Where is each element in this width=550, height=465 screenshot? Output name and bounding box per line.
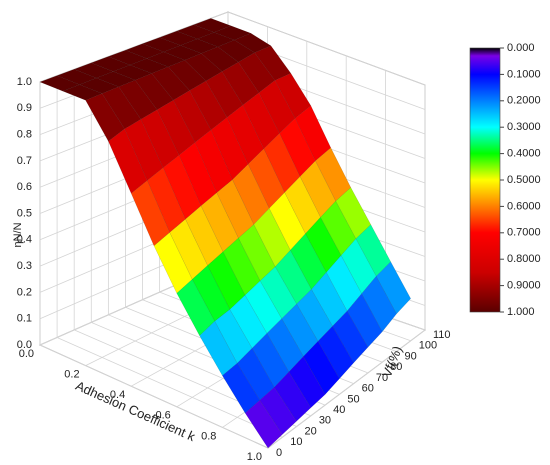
colorbar-label: 0.6000 [507, 200, 541, 212]
y-tick-label: 50 [347, 393, 359, 405]
z-tick-label: 0.2 [17, 286, 32, 298]
colorbar-label: 0.2000 [507, 95, 541, 107]
x-tick-label: 0.4 [110, 389, 125, 401]
x-tick-label: 0.6 [156, 410, 171, 422]
y-tick-label: 10 [290, 436, 302, 448]
y-tick-label: 80 [390, 361, 402, 373]
z-axis-label: ηN/N [12, 222, 24, 247]
y-tick-label: 30 [319, 415, 331, 427]
y-tick-label: 40 [333, 404, 345, 416]
surface-patch [288, 356, 326, 409]
grid-line [56, 337, 283, 438]
surface-patch [332, 310, 369, 364]
colorbar-label: 0.8000 [507, 253, 541, 265]
surface-patch [244, 399, 283, 449]
colorbar-label: 0.9000 [507, 280, 541, 292]
y-tick-label: 70 [376, 372, 388, 384]
colorbar-label: 0.5000 [507, 174, 541, 186]
z-tick-label: 0.1 [17, 313, 32, 325]
grid-line [227, 11, 426, 86]
z-tick-label: 0.5 [17, 207, 32, 219]
z-tick-label: 0.9 [17, 102, 32, 114]
x-tick-label: 0.8 [201, 430, 216, 442]
z-tick-label: 0.3 [17, 260, 32, 272]
colorbar-label: 0.4000 [507, 148, 541, 160]
y-tick-label: 60 [362, 383, 374, 395]
colorbar-label: 0.1000 [507, 68, 541, 80]
x-tick-label: 1.0 [247, 451, 262, 463]
z-tick-label: 0.0 [17, 339, 32, 351]
y-tick-label: 20 [305, 425, 317, 437]
z-tick-label: 0.7 [17, 155, 32, 167]
grid-line [267, 329, 426, 449]
colorbar-label: 0.000 [507, 42, 535, 54]
grid-line [39, 344, 269, 449]
surface-patch [273, 371, 312, 422]
z-tick-label: 1.0 [17, 76, 32, 88]
colorbar-label: 0.7000 [507, 227, 541, 239]
surface [39, 18, 412, 449]
labels: 0.0 0.1 0.2 0.3 0.4 0.5 0.6 0.7 0.8 0.9 1.0 0.0 0.2 0… [17, 76, 451, 463]
colorbar [469, 47, 501, 313]
colorbar-label: 0.3000 [507, 121, 541, 133]
y-tick-label: 90 [404, 350, 416, 362]
colorbar-label: 1.000 [507, 306, 535, 318]
x-tick-label: 0.0 [19, 348, 34, 360]
surface-patch [346, 293, 383, 348]
y-tick-label: 0 [276, 447, 282, 459]
y-tick-label: 100 [419, 340, 437, 352]
z-tick-label: 0.8 [17, 129, 32, 141]
z-tick-label: 0.6 [17, 181, 32, 193]
y-tick-label: 110 [433, 329, 451, 341]
x-tick-label: 0.2 [64, 369, 79, 381]
z-tick-label: 0.4 [17, 234, 32, 246]
